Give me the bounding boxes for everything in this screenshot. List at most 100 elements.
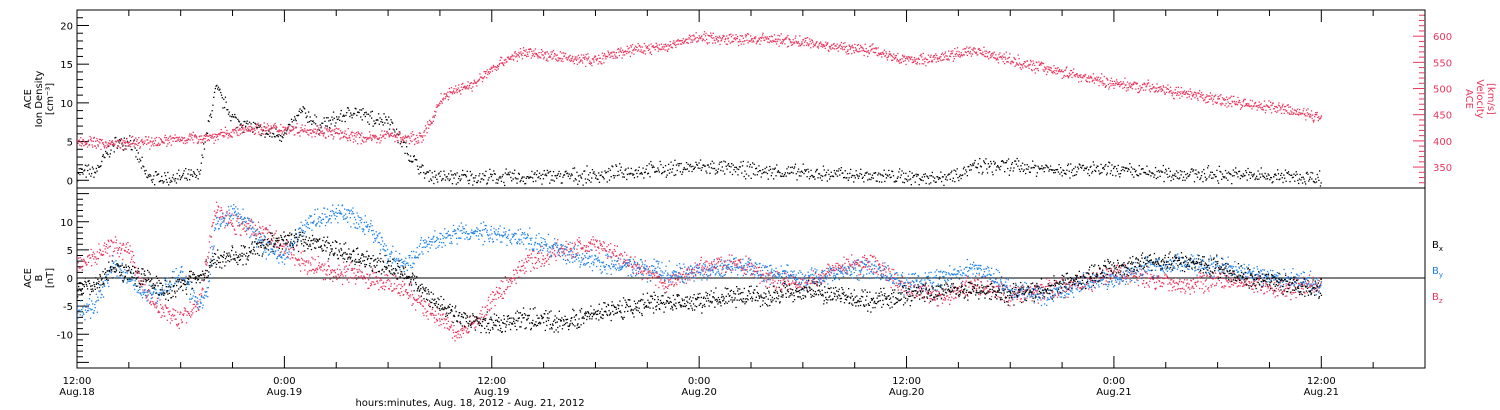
density-series-point bbox=[342, 115, 344, 117]
density-series-point bbox=[129, 140, 132, 142]
velocity-series-point bbox=[399, 133, 401, 135]
density-series-point bbox=[1089, 166, 1091, 168]
density-series-point bbox=[665, 176, 667, 178]
velocity-series-point bbox=[874, 47, 876, 50]
velocity-series-point bbox=[267, 129, 269, 131]
density-series-point bbox=[909, 170, 911, 173]
velocity-series-point bbox=[401, 141, 403, 144]
density-series-point bbox=[921, 176, 923, 178]
density-series-point bbox=[1017, 165, 1019, 167]
velocity-series-point bbox=[1048, 66, 1050, 68]
bz-series-point bbox=[189, 301, 191, 303]
bz-series-point bbox=[246, 233, 248, 235]
velocity-series-point bbox=[130, 143, 132, 145]
density-series-point bbox=[527, 176, 529, 178]
density-series-point bbox=[765, 171, 767, 174]
velocity-series-point bbox=[454, 91, 456, 93]
density-series-point bbox=[108, 145, 110, 147]
velocity-series-point bbox=[498, 64, 500, 66]
bz-series-point bbox=[479, 319, 482, 321]
velocity-series-point bbox=[709, 35, 711, 37]
density-series-point bbox=[206, 132, 208, 134]
velocity-series-point bbox=[464, 86, 466, 89]
velocity-series-point bbox=[93, 137, 95, 139]
density-series-point bbox=[598, 181, 601, 183]
density-series-point bbox=[670, 161, 672, 163]
bz-series-point bbox=[83, 260, 85, 262]
bz-series-point bbox=[438, 324, 440, 327]
velocity-series-point bbox=[1053, 71, 1056, 74]
bz-series-point bbox=[330, 272, 332, 274]
velocity-series-point bbox=[203, 137, 205, 140]
velocity-series-point bbox=[283, 129, 286, 131]
bz-series-point bbox=[86, 256, 89, 258]
density-series-point bbox=[460, 178, 462, 180]
density-series-point bbox=[335, 122, 337, 124]
density-series-point bbox=[481, 178, 483, 180]
density-series-point bbox=[758, 165, 760, 167]
velocity-series-point bbox=[240, 129, 242, 131]
velocity-series-point bbox=[964, 51, 966, 53]
velocity-series-point bbox=[1302, 110, 1304, 112]
velocity-series-point bbox=[715, 38, 717, 40]
velocity-series-point bbox=[181, 139, 183, 141]
velocity-series-point bbox=[820, 45, 822, 48]
velocity-series-point bbox=[527, 53, 529, 55]
density-series-point bbox=[213, 96, 215, 98]
bz-series-point bbox=[117, 249, 119, 251]
velocity-series-point bbox=[601, 52, 603, 54]
bz-series-point bbox=[257, 233, 259, 235]
velocity-series-point bbox=[150, 141, 152, 143]
velocity-series-point bbox=[1239, 101, 1241, 104]
bz-series-point bbox=[461, 330, 463, 332]
bz-series-point bbox=[493, 294, 496, 296]
velocity-series-point bbox=[195, 136, 197, 138]
density-series-point bbox=[954, 181, 956, 183]
velocity-series-point bbox=[875, 47, 877, 49]
bz-series-point bbox=[219, 217, 221, 219]
density-series-point bbox=[980, 166, 982, 168]
bz-series-point bbox=[304, 264, 306, 267]
density-series-point bbox=[536, 170, 538, 172]
density-series-point bbox=[794, 163, 797, 165]
velocity-series-point bbox=[171, 137, 174, 139]
velocity-series-point bbox=[764, 39, 766, 41]
bz-series-point bbox=[303, 263, 305, 265]
velocity-series-point bbox=[420, 135, 422, 138]
velocity-series-point bbox=[104, 145, 106, 147]
velocity-series-point bbox=[259, 133, 261, 136]
density-series-point bbox=[1270, 176, 1272, 179]
velocity-series-point bbox=[755, 43, 757, 45]
velocity-series-point bbox=[737, 41, 739, 43]
velocity-series-point bbox=[942, 54, 945, 56]
density-series-point bbox=[862, 176, 864, 178]
velocity-series-point bbox=[731, 40, 734, 42]
bz-series-point bbox=[104, 242, 106, 244]
velocity-series-point bbox=[142, 140, 144, 142]
density-series-point bbox=[233, 116, 235, 118]
velocity-series-point bbox=[455, 85, 457, 87]
density-series-point bbox=[704, 165, 706, 167]
density-series-point bbox=[1106, 172, 1108, 174]
density-series-point bbox=[667, 169, 669, 171]
velocity-series-point bbox=[790, 42, 792, 44]
velocity-series-point bbox=[687, 42, 689, 44]
velocity-series-point bbox=[622, 54, 624, 56]
bz-series-point bbox=[340, 272, 342, 274]
density-series-point bbox=[662, 166, 664, 169]
velocity-series-point bbox=[854, 43, 856, 45]
density-series-point bbox=[1000, 165, 1002, 168]
velocity-series-point bbox=[619, 49, 621, 51]
density-series-point bbox=[1037, 165, 1039, 167]
bz-series-point bbox=[366, 273, 369, 276]
density-series-point bbox=[145, 169, 147, 172]
velocity-series-point bbox=[842, 49, 844, 51]
velocity-series-point bbox=[453, 92, 456, 94]
velocity-series-point bbox=[1054, 69, 1056, 72]
bz-series-point bbox=[253, 232, 255, 234]
velocity-series-point bbox=[579, 61, 581, 63]
density-series-point bbox=[1042, 168, 1044, 170]
velocity-series-point bbox=[784, 37, 786, 39]
velocity-series-point bbox=[433, 115, 435, 117]
velocity-series-point bbox=[935, 53, 937, 55]
